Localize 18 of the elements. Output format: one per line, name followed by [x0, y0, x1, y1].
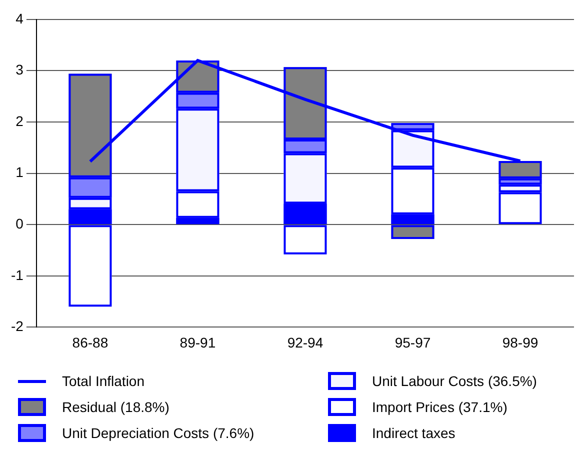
- y-tick-label: 2: [16, 112, 24, 129]
- legend-label: Unit Depreciation Costs (7.6%): [62, 425, 254, 441]
- legend-label: Import Prices (37.1%): [372, 399, 508, 415]
- x-tick-label: 98-99: [502, 334, 538, 350]
- x-tick-label: 89-91: [180, 334, 216, 350]
- y-tick-label: 1: [16, 164, 24, 180]
- y-tick-label: 0: [16, 215, 24, 232]
- legend-label: Total Inflation: [62, 373, 144, 389]
- y-tick-label: -2: [10, 318, 24, 334]
- x-tick-label: 95-97: [394, 334, 431, 350]
- y-tick-label: -1: [10, 266, 24, 283]
- legend-label: Residual (18.8%): [62, 399, 170, 415]
- y-tick-label: 4: [16, 10, 24, 26]
- x-tick-label: 92-94: [287, 334, 324, 350]
- legend-label: Unit Labour Costs (36.5%): [372, 373, 537, 389]
- x-tick-label: 86-88: [72, 334, 108, 350]
- legend-label: Indirect taxes: [372, 425, 456, 441]
- y-tick-label: 3: [16, 62, 24, 78]
